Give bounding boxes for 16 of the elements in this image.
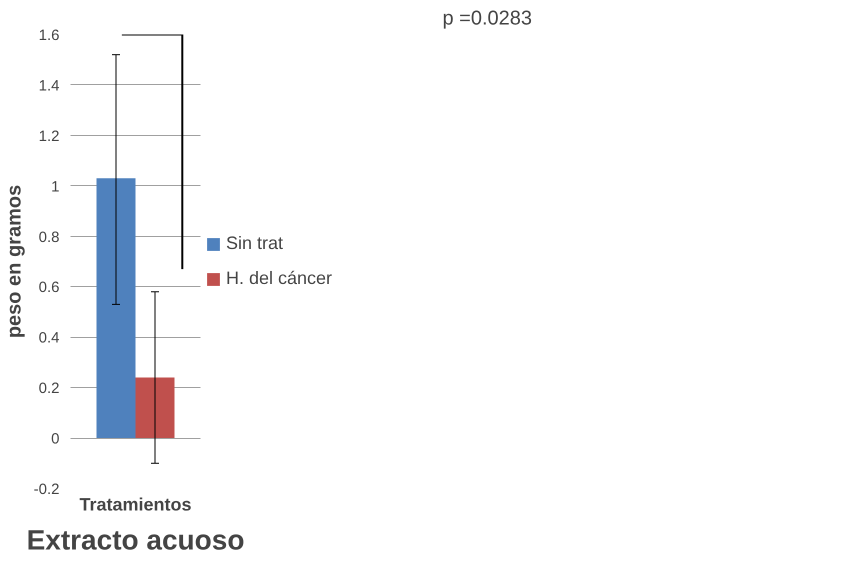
x-axis-title: Tratamientos — [79, 494, 192, 514]
y-tick-label: 1.4 — [38, 77, 60, 94]
y-tick-label: 0.4 — [38, 330, 60, 347]
text: Extracto acuoso — [26, 524, 244, 556]
y-tick-label: 0.8 — [38, 228, 60, 246]
y-axis-title: peso en gramos — [4, 184, 26, 338]
y-tick-label: -0.2 — [34, 481, 60, 498]
y-tick-label: 0.2 — [38, 380, 60, 398]
text: p =0.0283 — [442, 8, 532, 30]
y-tick-label: 0.6 — [38, 279, 60, 296]
legend-label: H. del cáncer — [226, 268, 334, 289]
y-tick-label: 0 — [51, 430, 60, 448]
legend-label: Sin trat — [226, 233, 284, 254]
y-tick-label: 1 — [51, 178, 60, 196]
y-tick-label: 1.2 — [38, 128, 60, 145]
y-tick-label: 1.6 — [38, 27, 60, 44]
